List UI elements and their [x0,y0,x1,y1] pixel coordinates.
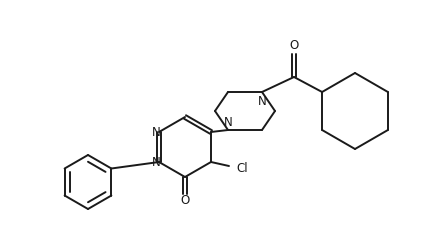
Text: N: N [258,94,266,108]
Text: N: N [152,126,160,139]
Text: O: O [180,193,190,206]
Text: N: N [223,115,232,129]
Text: Cl: Cl [236,162,248,175]
Text: O: O [289,39,298,52]
Text: N: N [152,156,160,169]
